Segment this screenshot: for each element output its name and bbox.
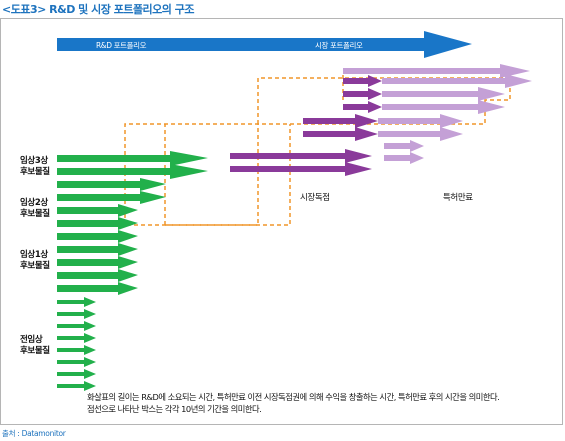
- rd-portfolio-label: R&D 포트폴리오: [96, 41, 147, 50]
- figure-note: 화살표의 길이는 R&D에 소요되는 시간, 특허만료 이전 시장독점권에 의해…: [87, 391, 500, 415]
- green-arrow: [57, 309, 96, 319]
- portfolio-timeline-arrow: [57, 31, 472, 58]
- purple-arrow: [303, 127, 378, 141]
- green-arrow: [57, 256, 138, 269]
- purple-arrow: [378, 114, 463, 128]
- purple-arrow: [343, 75, 382, 87]
- purple-arrow: [343, 64, 530, 78]
- green-arrow: [57, 243, 138, 256]
- green-arrow: [57, 230, 138, 243]
- green-arrow: [57, 178, 166, 191]
- green-arrow: [57, 217, 138, 230]
- purple-arrow: [382, 74, 532, 88]
- green-arrow: [57, 381, 96, 391]
- green-arrow: [57, 357, 96, 367]
- stage-label-preclinical: 전임상 후보물질: [20, 335, 50, 357]
- green-arrow: [57, 151, 208, 166]
- purple-arrow: [382, 87, 505, 101]
- purple-arrow: [230, 162, 372, 176]
- green-arrow: [57, 282, 138, 295]
- stage-label-phase2: 임상2상 후보물질: [20, 198, 50, 220]
- purple-arrow: [303, 114, 378, 128]
- figure-title: <도표3> R&D 및 시장 포트폴리오의 구조: [2, 3, 195, 16]
- market-exclusivity-label: 시장독점: [300, 193, 330, 203]
- note-line: 점선으로 나타난 박스는 각각 10년의 기간을 의미한다.: [87, 404, 262, 414]
- stage-label-line: 후보물질: [20, 346, 50, 356]
- purple-arrow: [382, 100, 505, 114]
- dashed-box-3: [257, 77, 511, 125]
- stage-label-line: 전임상: [20, 335, 43, 345]
- green-arrow: [57, 345, 96, 355]
- green-arrow: [57, 164, 208, 179]
- green-arrow: [57, 333, 96, 343]
- market-portfolio-label: 시장 포트폴리오: [315, 41, 363, 50]
- green-arrow: [57, 369, 96, 379]
- note-line: 화살표의 길이는 R&D에 소요되는 시간, 특허만료 이전 시장독점권에 의해…: [87, 392, 500, 402]
- purple-arrow: [230, 149, 372, 163]
- stage-label-line: 임상2상: [20, 198, 48, 208]
- purple-arrow: [384, 152, 424, 164]
- stage-label-line: 임상1상: [20, 250, 48, 260]
- stage-label-line: 임상3상: [20, 156, 48, 166]
- purple-arrow: [343, 101, 382, 113]
- green-arrow: [57, 321, 96, 331]
- source-credit: 출처 : Datamonitor: [2, 429, 66, 438]
- purple-arrow: [384, 140, 424, 152]
- purple-arrow: [378, 127, 463, 141]
- stage-label-line: 후보물질: [20, 167, 50, 177]
- purple-arrow: [343, 88, 382, 100]
- green-arrow: [57, 204, 138, 217]
- green-arrow: [57, 191, 166, 204]
- stage-label-line: 후보물질: [20, 209, 50, 219]
- green-arrow: [57, 297, 96, 307]
- green-arrow: [57, 269, 138, 282]
- stage-label-phase3: 임상3상 후보물질: [20, 156, 50, 178]
- stage-label-line: 후보물질: [20, 261, 50, 271]
- stage-label-phase1: 임상1상 후보물질: [20, 250, 50, 272]
- patent-expiry-label: 특허만료: [443, 193, 473, 203]
